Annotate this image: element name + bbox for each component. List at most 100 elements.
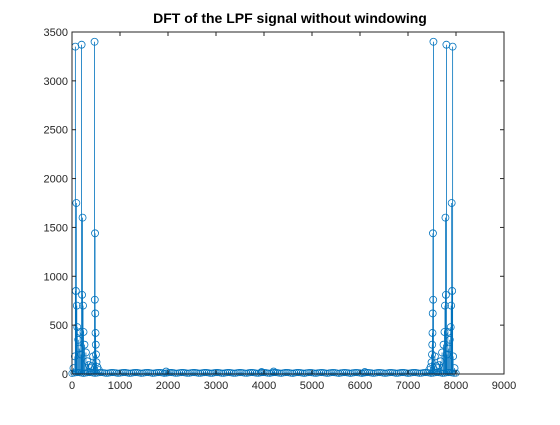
baseline-marker	[271, 368, 280, 377]
baseline-marker	[143, 368, 151, 377]
stem-marker	[91, 309, 100, 318]
baseline-marker	[172, 369, 180, 377]
baseline-marker	[183, 369, 191, 377]
baseline-marker	[225, 369, 233, 377]
x-tick-label: 1000	[108, 380, 132, 392]
baseline-marker	[247, 369, 255, 377]
baseline-marker	[164, 369, 172, 377]
baseline-marker	[195, 369, 203, 377]
y-tick-label: 3000	[44, 76, 68, 88]
baseline-marker	[283, 368, 291, 377]
data-marks	[68, 37, 460, 377]
baseline-marker	[175, 369, 184, 377]
stem-marker	[450, 364, 459, 373]
stem-marker	[72, 199, 81, 207]
x-tick-label: 5000	[300, 380, 324, 392]
baseline-marker	[187, 369, 195, 377]
stem-marker	[269, 367, 278, 376]
baseline-marker	[362, 369, 370, 377]
stem-marker	[448, 42, 457, 51]
y-tick-label: 2000	[44, 174, 68, 186]
baseline-marker	[252, 369, 260, 377]
x-tick-label: 8000	[444, 380, 468, 392]
baseline-marker	[237, 369, 245, 377]
stem-marker	[92, 350, 100, 359]
y-tick-label: 500	[50, 320, 68, 332]
baseline-marker	[398, 368, 406, 377]
stem-marker	[77, 40, 86, 49]
baseline-marker	[316, 369, 324, 377]
stem-marker	[441, 213, 450, 222]
stem-marker	[449, 352, 458, 361]
stem-marker	[430, 352, 439, 361]
x-tick-label: 2000	[156, 380, 180, 392]
baseline-marker	[281, 369, 289, 377]
baseline-marker	[339, 369, 347, 377]
baseline-marker	[396, 369, 404, 377]
baseline-marker	[223, 369, 232, 377]
stem-marker	[429, 229, 437, 238]
x-axis: 0 1000 2000 3000 4000 5000 6000 7000 8000 9000	[69, 32, 516, 392]
baseline-marker	[304, 369, 312, 377]
stem-marker	[162, 367, 170, 376]
baseline-marker	[293, 369, 301, 377]
stem-marker	[80, 340, 89, 349]
baseline-marker	[387, 368, 395, 377]
baseline-marker	[108, 368, 116, 377]
baseline-marker	[375, 368, 383, 377]
stem-marker	[257, 368, 266, 376]
baseline-marker	[327, 369, 335, 377]
stem-marker	[72, 301, 81, 310]
stem-marker	[360, 368, 369, 376]
stem-marker	[82, 348, 90, 357]
baseline-marker	[189, 369, 197, 377]
stem-marker	[446, 323, 455, 331]
x-tick-label: 6000	[348, 380, 372, 392]
stem-marker	[442, 290, 450, 299]
x-tick-label: 3000	[204, 380, 228, 392]
stem-marker	[439, 340, 448, 349]
stem-marker	[91, 329, 100, 337]
baseline-marker	[295, 368, 303, 377]
y-axis: 0 500 1000 1500 2000 2500 3000 3500	[44, 27, 504, 381]
y-tick-label: 3500	[44, 27, 68, 39]
stem-marker	[78, 290, 86, 299]
x-tick-label: 9000	[492, 380, 516, 392]
x-tick-label: 0	[69, 380, 75, 392]
stem-marker	[435, 361, 444, 370]
baseline-marker	[160, 369, 168, 377]
baseline-marker	[218, 369, 226, 377]
baseline-marker	[241, 369, 249, 377]
baseline-marker	[373, 369, 381, 377]
y-tick-label: 0	[62, 369, 68, 381]
x-tick-label: 4000	[252, 380, 276, 392]
stem-marker	[79, 301, 87, 310]
baseline-marker	[329, 368, 337, 377]
baseline-marker	[212, 369, 220, 377]
baseline-marker	[120, 368, 128, 377]
stem-marker	[78, 213, 87, 222]
baseline-marker	[408, 369, 416, 377]
baseline-marker	[229, 369, 237, 377]
baseline-marker	[350, 369, 358, 377]
y-tick-label: 1000	[44, 271, 68, 283]
baseline-marker	[118, 369, 126, 377]
stem-marker	[448, 287, 457, 295]
stem-marker	[441, 301, 449, 310]
stem-marker	[92, 358, 101, 367]
baseline-marker	[318, 368, 326, 377]
stem-marker	[429, 37, 438, 46]
baseline-marker	[248, 368, 257, 377]
stem-marker	[90, 37, 99, 46]
baseline-marker	[177, 369, 185, 377]
stem-marker	[445, 335, 454, 344]
y-tick-label: 1500	[44, 222, 68, 234]
baseline-marker	[235, 369, 243, 377]
stem-marker	[91, 340, 100, 349]
baseline-marker	[141, 369, 149, 377]
baseline-marker	[106, 369, 114, 377]
chart-title: DFT of the LPF signal without windowing	[153, 10, 427, 26]
baseline-marker	[129, 369, 137, 377]
baseline-marker	[341, 368, 349, 377]
